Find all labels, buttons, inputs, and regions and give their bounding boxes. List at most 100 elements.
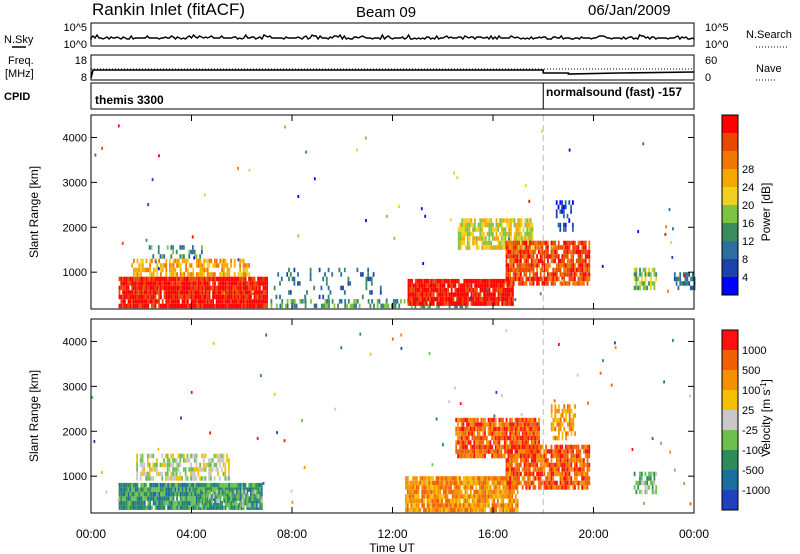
heatmap-cell xyxy=(427,292,430,297)
heatmap-cell xyxy=(327,285,330,291)
heatmap-cell xyxy=(529,281,531,286)
heatmap-cell xyxy=(538,431,540,436)
heatmap-cell xyxy=(480,444,483,450)
heatmap-cell xyxy=(511,449,513,454)
heatmap-cell xyxy=(473,426,476,432)
heatmap-cell xyxy=(183,285,186,291)
heatmap-cell xyxy=(194,505,196,510)
heatmap-cell xyxy=(152,281,155,286)
heatmap-cell xyxy=(459,245,462,250)
heatmap-cell xyxy=(425,278,428,284)
heatmap-cell xyxy=(559,471,562,477)
heatmap-cell xyxy=(565,453,567,459)
heatmap-cell xyxy=(521,467,524,472)
heatmap-cell xyxy=(208,505,211,510)
heatmap-cell xyxy=(298,281,301,286)
heatmap-cell xyxy=(250,496,252,501)
heatmap-cell xyxy=(221,267,223,273)
heatmap-cell xyxy=(199,462,201,468)
heatmap-cell xyxy=(122,487,124,492)
heatmap-cell xyxy=(565,480,567,486)
heatmap-cell xyxy=(131,500,133,506)
heatmap-cell xyxy=(192,491,195,497)
power-ylabel: Slant Range [km] xyxy=(27,166,41,258)
heatmap-cell xyxy=(244,299,247,304)
heatmap-cell xyxy=(502,476,505,481)
heatmap-cell xyxy=(516,467,519,472)
heatmap-cell xyxy=(539,272,542,277)
heatmap-cell xyxy=(165,272,168,277)
heatmap-cell xyxy=(640,489,643,495)
heatmap-cell xyxy=(304,303,307,309)
heatmap-cell xyxy=(552,267,555,273)
heatmap-cell xyxy=(187,285,189,291)
heatmap-cell xyxy=(534,440,537,445)
heatmap-cell xyxy=(495,480,497,486)
heatmap-cell xyxy=(521,485,524,490)
heatmap-cell xyxy=(648,267,650,273)
heatmap-cell xyxy=(385,214,388,218)
colorbar-swatch xyxy=(722,277,738,295)
heatmap-cell xyxy=(574,480,576,486)
heatmap-cell xyxy=(297,281,299,286)
heatmap-cell xyxy=(423,507,425,513)
heatmap-cell xyxy=(529,426,531,432)
heatmap-cell xyxy=(356,267,359,273)
heatmap-cell xyxy=(158,487,160,492)
heatmap-cell xyxy=(463,301,466,306)
heatmap-cell xyxy=(143,294,146,300)
heatmap-cell xyxy=(529,263,531,268)
heatmap-cell xyxy=(142,276,144,282)
heatmap-cell xyxy=(561,276,564,282)
heatmap-cell xyxy=(529,485,531,490)
heatmap-cell xyxy=(566,254,569,259)
heatmap-cell xyxy=(525,471,528,477)
heatmap-cell xyxy=(469,426,472,432)
heatmap-cell xyxy=(484,480,487,486)
heatmap-cell xyxy=(215,285,218,291)
heatmap-cell xyxy=(147,294,150,300)
heatmap-cell xyxy=(512,276,515,282)
heatmap-cell xyxy=(483,278,485,284)
heatmap-cell xyxy=(510,236,512,241)
heatmap-cell xyxy=(548,272,551,277)
heatmap-cell xyxy=(228,500,231,506)
heatmap-cell xyxy=(140,263,142,268)
heatmap-cell xyxy=(497,283,500,288)
heatmap-cell xyxy=(122,303,124,309)
heatmap-cell xyxy=(215,491,218,497)
heatmap-cell xyxy=(223,505,225,510)
heatmap-cell xyxy=(147,290,150,295)
heatmap-cell xyxy=(536,449,539,454)
heatmap-cell xyxy=(172,496,175,501)
freq-panel-frame xyxy=(90,54,695,81)
heatmap-cell xyxy=(414,485,416,490)
heatmap-cell xyxy=(534,444,537,450)
heatmap-cell xyxy=(532,453,535,459)
heatmap-cell xyxy=(152,487,155,492)
heatmap-cell xyxy=(504,503,506,508)
heatmap-cell xyxy=(256,436,259,440)
heatmap-cell xyxy=(556,480,558,486)
heatmap-cell xyxy=(570,480,573,486)
heatmap-cell xyxy=(455,444,458,450)
heatmap-cell xyxy=(133,500,135,506)
heatmap-cell xyxy=(203,503,206,508)
heatmap-cell xyxy=(262,294,265,300)
heatmap-cell xyxy=(552,471,555,477)
heatmap-cell xyxy=(218,498,220,504)
heatmap-cell xyxy=(502,426,504,432)
heatmap-cell xyxy=(170,285,173,291)
heatmap-cell xyxy=(453,494,456,499)
heatmap-cell xyxy=(559,444,562,450)
heatmap-cell xyxy=(176,272,178,277)
heatmap-cell xyxy=(423,287,426,293)
heatmap-cell xyxy=(188,482,191,488)
heatmap-cell xyxy=(142,500,144,506)
heatmap-cell xyxy=(224,491,227,497)
heatmap-cell xyxy=(143,487,146,492)
heatmap-cell xyxy=(577,263,580,268)
heatmap-cell xyxy=(525,245,528,250)
heatmap-cell xyxy=(208,476,210,481)
heatmap-cell xyxy=(149,496,151,501)
